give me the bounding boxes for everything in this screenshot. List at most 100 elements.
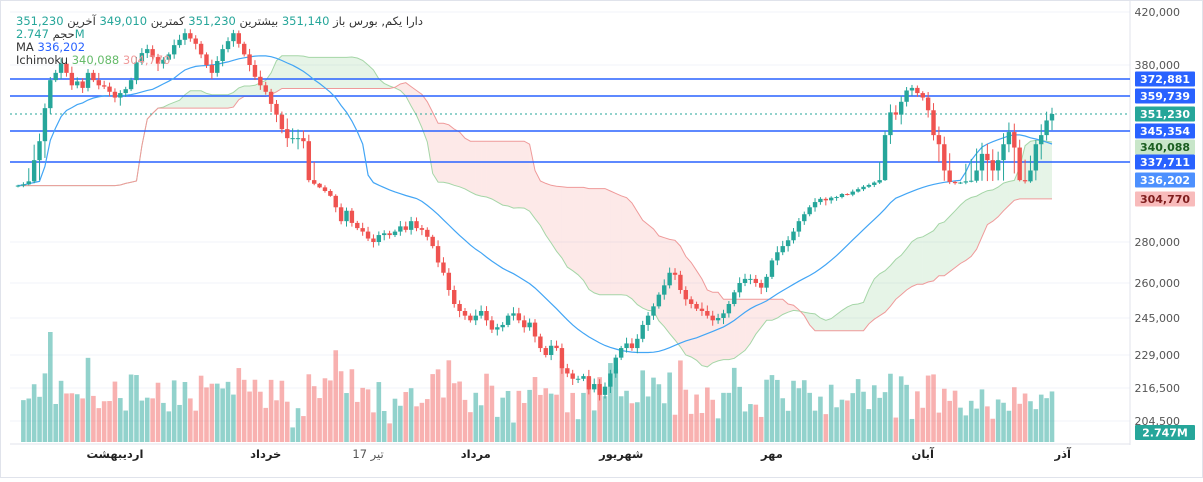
candle-body (48, 80, 53, 109)
price-tag-bg-6 (1135, 172, 1195, 188)
volume-bar (742, 411, 748, 442)
cloud-segment (1046, 141, 1052, 199)
volume-bar (688, 413, 694, 442)
candle-body (925, 97, 931, 111)
x-axis-label-4: شهریور (598, 447, 643, 462)
cloud-segment (551, 185, 557, 252)
volume-bar (839, 399, 845, 442)
volume-bar (834, 407, 839, 442)
cloud-segment (955, 205, 961, 268)
volume-bar (624, 390, 629, 442)
volume-bar (182, 382, 188, 442)
candle-body (145, 49, 150, 54)
candle-body (1017, 147, 1022, 181)
candle-body (818, 198, 823, 203)
candle-body (268, 91, 274, 104)
volume-bar (608, 363, 613, 442)
volume-bar (31, 384, 37, 442)
candle-body (241, 43, 247, 55)
volume-bar (387, 423, 392, 442)
volume-bar (1001, 402, 1006, 442)
cloud-segment (626, 197, 632, 299)
volume-bar (139, 400, 145, 442)
cloud-segment (513, 141, 519, 209)
volume-bar (915, 391, 920, 442)
candle-body (155, 57, 161, 64)
volume-bar (511, 422, 516, 442)
volume-bar (435, 369, 441, 442)
candle-body (602, 386, 608, 395)
cloud-segment (820, 318, 826, 331)
candle-body (764, 276, 769, 288)
candle-body (608, 373, 613, 387)
volume-bar (177, 404, 182, 442)
cloud-segment (648, 224, 654, 311)
cloud-segment (168, 102, 175, 109)
volume-bar (581, 392, 586, 442)
candle-body (306, 141, 312, 181)
candle-body (1039, 135, 1044, 145)
cloud-segment (917, 236, 923, 285)
candle-body (139, 53, 145, 63)
candle-body (1001, 144, 1006, 161)
cloud-segment (556, 186, 562, 258)
volume-bar (484, 373, 489, 442)
volume-bar (758, 416, 764, 442)
candle-body (915, 87, 920, 94)
volume-bar (85, 357, 91, 442)
candle-body (855, 189, 861, 192)
volume-bar (344, 393, 349, 442)
volume-bar (74, 394, 80, 442)
volume-bar (478, 405, 484, 442)
cloud-segment (745, 299, 751, 351)
cloud-segment (222, 94, 229, 109)
candle-body (193, 38, 198, 44)
volume-tag-label: 2.747M (1142, 427, 1188, 440)
x-axis-label-6: آبان (912, 447, 935, 461)
candle-body (462, 311, 468, 316)
candle-body (236, 33, 242, 44)
cloud-segment (524, 141, 530, 212)
price-tag-bg-3 (1135, 123, 1195, 139)
candle-body (737, 283, 742, 293)
cloud-segment (755, 299, 762, 335)
y-tick-label-7: 204,500 (1135, 415, 1181, 428)
volume-bar (715, 418, 721, 442)
cloud-segment (976, 193, 982, 250)
candle-body (952, 181, 958, 184)
candle-body (1028, 170, 1033, 182)
volume-bar (1012, 387, 1017, 442)
cloud-segment (901, 248, 907, 295)
cloud-segment (933, 223, 939, 281)
cloud-segment (368, 65, 374, 89)
volume-bar (225, 381, 231, 442)
cloud-segment (588, 188, 595, 293)
volume-bar (80, 398, 85, 442)
volume-bar (268, 379, 274, 442)
candle-body (516, 313, 522, 321)
cloud-segment (319, 57, 325, 89)
candle-body (177, 39, 182, 46)
candle-body (575, 378, 581, 380)
candle-body (446, 272, 452, 290)
volume-bar (726, 392, 732, 442)
candle-body (441, 262, 446, 273)
volume-tag-bg (1135, 425, 1195, 440)
cloud-segment (324, 57, 331, 89)
candle-body (452, 290, 457, 304)
volume-bar (570, 392, 575, 442)
candle-body (53, 72, 58, 81)
candle-body (861, 186, 866, 190)
candle-body (995, 160, 1001, 171)
candle-body (128, 80, 134, 90)
cloud-segment (508, 141, 514, 209)
volume-bar (236, 368, 242, 442)
x-axis: اردیبهشت خرداد 17 تیر مرداد شهریور مهر آبان آذر (86, 447, 1072, 462)
price-tag-label-3: 345,354 (1140, 125, 1190, 138)
candle-body (920, 93, 925, 98)
candle-body (554, 345, 559, 349)
cloud-segment (728, 299, 735, 360)
